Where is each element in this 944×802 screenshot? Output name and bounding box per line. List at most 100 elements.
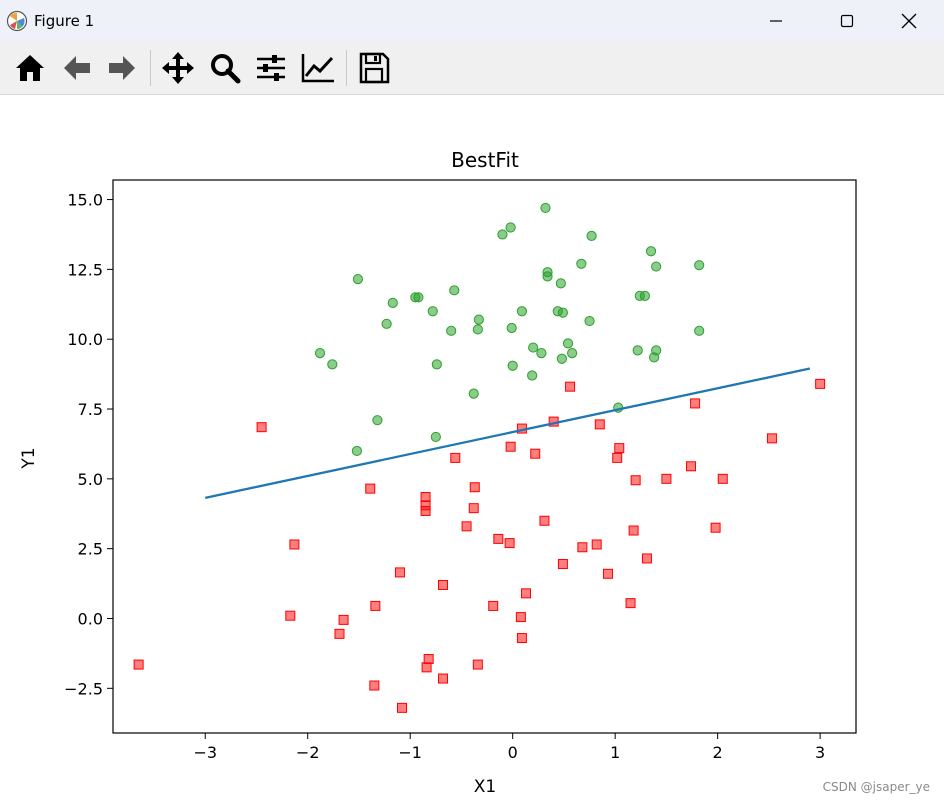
subplots-configure-icon bbox=[257, 55, 285, 81]
axes-frame bbox=[112, 179, 857, 734]
plot-area bbox=[133, 202, 826, 713]
edit-axis-icon bbox=[301, 54, 334, 83]
data-point-circle bbox=[446, 325, 457, 336]
data-point-circle bbox=[584, 315, 595, 327]
data-point-square bbox=[437, 579, 448, 590]
y-axis-label: Y1 bbox=[19, 447, 39, 469]
data-point-circle bbox=[555, 278, 566, 289]
data-point-square bbox=[557, 559, 568, 570]
data-point-circle bbox=[632, 345, 643, 356]
edit-axis-button[interactable] bbox=[299, 49, 337, 87]
data-point-circle bbox=[536, 348, 547, 359]
close-icon bbox=[901, 13, 917, 29]
x-tick-label: 1 bbox=[610, 743, 620, 762]
x-axis-label: X1 bbox=[474, 777, 496, 797]
data-point-square bbox=[472, 659, 483, 670]
data-point-square bbox=[625, 598, 636, 609]
forward-button[interactable] bbox=[103, 49, 141, 87]
data-point-circle bbox=[576, 258, 587, 269]
data-point-square bbox=[370, 600, 381, 611]
data-point-square bbox=[133, 659, 144, 670]
data-point-square bbox=[423, 653, 434, 664]
data-point-square bbox=[521, 588, 532, 599]
y-tick-label: 5.0 bbox=[78, 470, 103, 489]
data-point-square bbox=[488, 600, 499, 611]
data-point-square bbox=[461, 521, 472, 532]
x-tick-label: 0 bbox=[508, 743, 518, 762]
data-point-square bbox=[530, 448, 541, 459]
minimize-button[interactable] bbox=[741, 0, 811, 42]
data-point-square bbox=[504, 538, 515, 549]
navigation-toolbar bbox=[0, 42, 944, 95]
x-tick-label: −2 bbox=[296, 743, 320, 762]
y-tick-label: 12.5 bbox=[67, 260, 103, 279]
y-tick-label: 15.0 bbox=[67, 191, 103, 210]
data-point-square bbox=[614, 443, 625, 454]
minimize-icon bbox=[770, 20, 782, 22]
scatter-chart: BestFit −3 −2 −1 0 1 2 3 −2.5 0.0 2.5 5.0 7.5 10.0 1… bbox=[19, 148, 857, 797]
y-tick-label: 10.0 bbox=[67, 330, 103, 349]
data-point-circle bbox=[468, 388, 479, 399]
data-point-square bbox=[338, 614, 349, 625]
data-point-circle bbox=[505, 222, 516, 233]
matplotlib-app-icon bbox=[6, 10, 28, 32]
configure-subplots-button[interactable] bbox=[252, 49, 290, 87]
home-icon bbox=[16, 55, 44, 81]
data-point-circle bbox=[314, 348, 326, 359]
data-point-square bbox=[420, 491, 431, 502]
data-point-square bbox=[365, 483, 376, 494]
toolbar-separator bbox=[150, 50, 151, 86]
data-point-circle bbox=[381, 318, 392, 329]
data-point-square bbox=[369, 680, 380, 691]
data-point-square bbox=[539, 515, 550, 526]
best-fit-line bbox=[204, 367, 811, 499]
data-point-circle bbox=[497, 229, 508, 240]
data-point-square bbox=[469, 482, 480, 493]
data-point-square bbox=[612, 452, 623, 463]
data-point-square bbox=[710, 522, 721, 533]
data-point-square bbox=[421, 662, 432, 673]
data-point-circle bbox=[586, 230, 597, 241]
x-tick-label: 3 bbox=[815, 743, 825, 762]
data-point-circle bbox=[542, 271, 553, 282]
data-point-circle bbox=[327, 359, 338, 370]
data-point-square bbox=[397, 702, 408, 713]
data-point-circle bbox=[557, 307, 568, 318]
data-point-square bbox=[565, 381, 576, 392]
window-title: Figure 1 bbox=[34, 12, 95, 30]
data-point-square bbox=[394, 567, 405, 578]
data-point-square bbox=[661, 473, 672, 484]
back-arrow-icon bbox=[64, 56, 90, 80]
window-titlebar: Figure 1 bbox=[0, 0, 944, 42]
back-button[interactable] bbox=[58, 49, 96, 87]
zoom-button[interactable] bbox=[206, 49, 244, 87]
data-point-square bbox=[515, 612, 526, 623]
toolbar-separator bbox=[346, 50, 347, 86]
data-point-square bbox=[450, 452, 461, 463]
close-button[interactable] bbox=[874, 0, 944, 42]
pan-button[interactable] bbox=[159, 49, 197, 87]
data-point-circle bbox=[540, 202, 551, 214]
maximize-button[interactable] bbox=[812, 0, 882, 42]
data-point-circle bbox=[516, 306, 528, 317]
data-point-circle bbox=[694, 260, 705, 271]
data-point-square bbox=[437, 673, 448, 684]
save-button[interactable] bbox=[355, 49, 393, 87]
data-point-square bbox=[505, 441, 516, 452]
data-point-circle bbox=[651, 261, 662, 272]
data-point-square bbox=[630, 475, 641, 486]
data-point-circle bbox=[506, 322, 517, 334]
chart-title: BestFit bbox=[451, 148, 519, 172]
data-point-circle bbox=[645, 246, 657, 257]
home-button[interactable] bbox=[11, 49, 49, 87]
data-point-circle bbox=[567, 348, 578, 359]
data-point-square bbox=[289, 539, 300, 550]
zoom-magnifier-icon bbox=[211, 54, 241, 84]
data-point-circle bbox=[528, 342, 539, 353]
data-point-square bbox=[591, 539, 602, 550]
data-point-circle bbox=[649, 352, 660, 363]
data-point-square bbox=[285, 610, 296, 621]
data-point-circle bbox=[427, 306, 438, 317]
data-point-square bbox=[690, 398, 701, 409]
data-point-circle bbox=[473, 314, 484, 325]
